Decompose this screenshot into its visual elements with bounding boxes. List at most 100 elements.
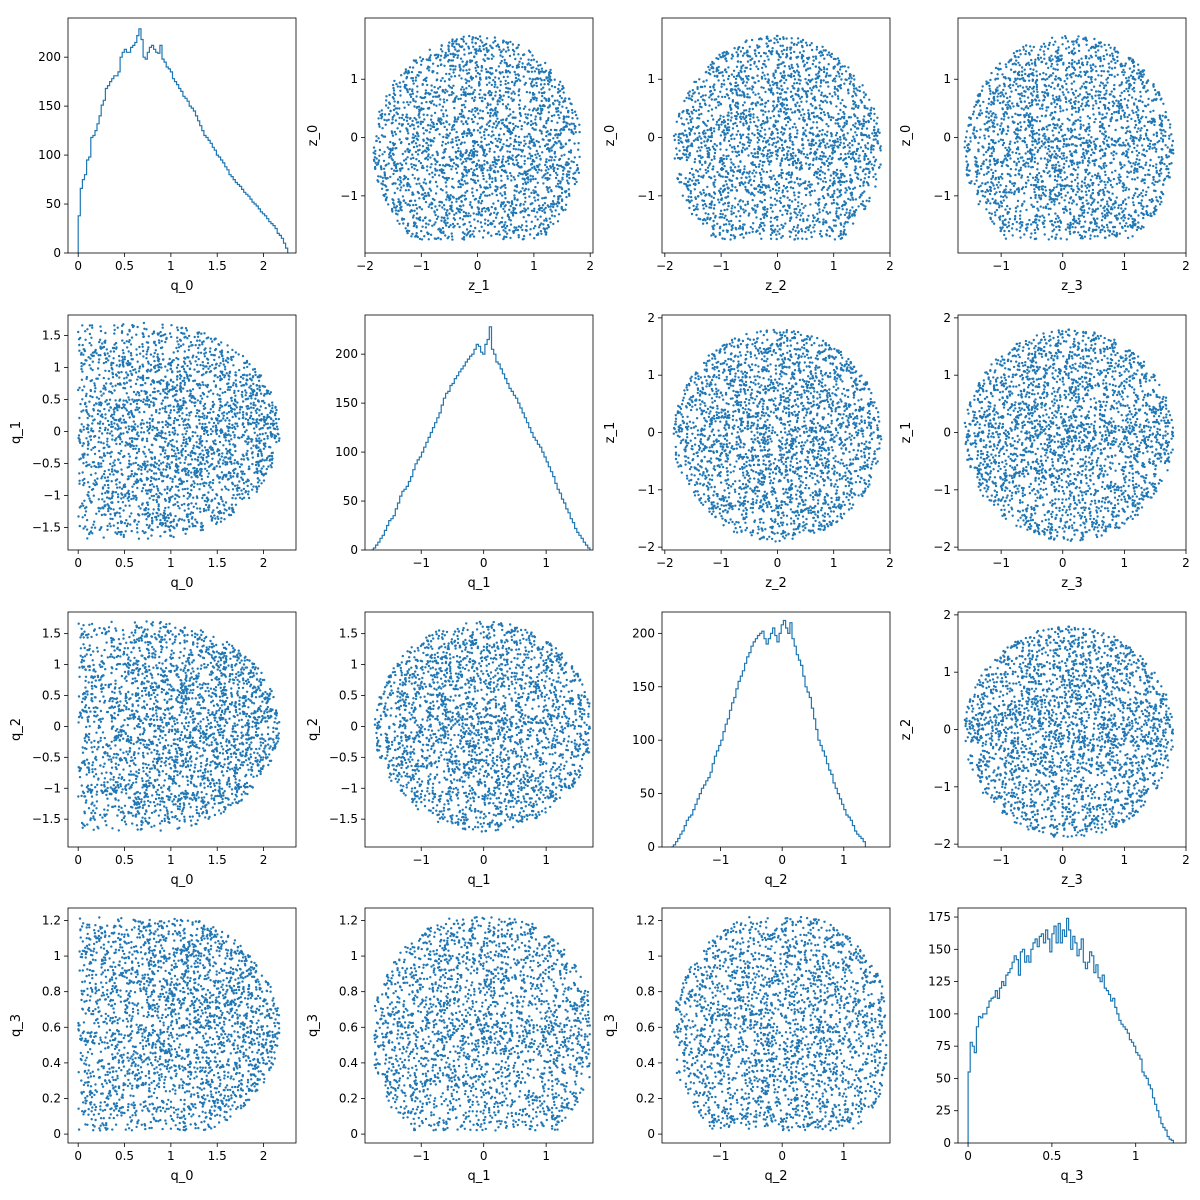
scatter-point — [446, 209, 449, 212]
scatter-point — [817, 201, 821, 204]
scatter-point — [446, 217, 449, 220]
scatter-point — [868, 98, 871, 102]
scatter-point — [496, 86, 499, 89]
scatter-point — [485, 76, 488, 79]
scatter-point — [524, 68, 527, 71]
scatter-point — [399, 94, 402, 97]
scatter-point — [738, 170, 742, 174]
scatter-point — [706, 170, 710, 173]
scatter-point — [693, 132, 696, 135]
scatter-point — [776, 224, 779, 228]
scatter-point — [866, 142, 870, 145]
scatter-point — [449, 68, 452, 71]
scatter-point — [412, 133, 415, 136]
scatter-point — [392, 92, 396, 95]
scatter-point — [534, 168, 538, 172]
scatter-point — [463, 168, 466, 171]
scatter-point — [862, 168, 865, 171]
scatter-point — [478, 184, 482, 187]
scatter-point — [455, 139, 458, 142]
scatter-point — [732, 69, 736, 73]
scatter-point — [815, 158, 818, 161]
scatter-point — [441, 77, 444, 80]
scatter-point — [523, 53, 526, 56]
scatter-point — [536, 233, 540, 236]
scatter-point — [515, 226, 518, 229]
scatter-point — [525, 220, 528, 223]
scatter-point — [760, 176, 763, 180]
scatter-point — [455, 197, 458, 201]
scatter-point — [526, 172, 529, 176]
scatter-point — [557, 213, 561, 216]
scatter-point — [381, 127, 384, 130]
scatter-point — [409, 101, 412, 104]
scatter-point — [711, 60, 714, 64]
scatter-point — [539, 230, 543, 233]
scatter-point — [400, 163, 404, 167]
scatter-point — [800, 230, 804, 233]
scatter-point — [724, 214, 727, 217]
scatter-point — [724, 57, 727, 60]
scatter-point — [480, 225, 483, 228]
scatter-point — [513, 207, 517, 210]
scatter-point — [823, 57, 826, 60]
scatter-point — [413, 177, 416, 180]
scatter-point — [700, 95, 703, 99]
scatter-point — [725, 53, 728, 56]
scatter-point — [399, 208, 402, 211]
scatter-point — [735, 74, 739, 78]
scatter-point — [485, 180, 488, 183]
scatter-point — [698, 132, 701, 135]
scatter-point — [778, 232, 781, 235]
scatter-point — [689, 190, 692, 193]
scatter-point — [387, 203, 390, 206]
scatter-point — [874, 132, 878, 135]
scatter-point — [553, 85, 557, 89]
scatter-point — [780, 50, 783, 53]
scatter-point — [751, 107, 754, 111]
scatter-point — [432, 95, 435, 99]
scatter-point — [416, 85, 419, 88]
scatter-point — [864, 152, 867, 156]
scatter-point — [729, 119, 732, 122]
scatter-point — [529, 168, 532, 171]
scatter-point — [744, 188, 747, 191]
scatter-point — [837, 97, 840, 100]
scatter-point — [480, 66, 484, 69]
scatter-point — [860, 194, 863, 197]
scatter-point — [545, 76, 548, 79]
scatter-point — [414, 142, 418, 145]
scatter-point — [531, 54, 534, 57]
scatter-point — [733, 145, 736, 148]
scatter-point — [734, 117, 738, 120]
scatter-point — [712, 207, 716, 210]
scatter-point — [818, 170, 822, 173]
scatter-point — [565, 175, 569, 178]
scatter-point — [756, 203, 759, 207]
scatter-point — [375, 139, 378, 143]
scatter-point — [474, 226, 477, 230]
scatter-point — [761, 119, 765, 123]
scatter-point — [448, 78, 451, 82]
scatter-point — [499, 62, 502, 65]
scatter-point — [734, 77, 738, 81]
scatter-point — [712, 118, 715, 121]
scatter-point — [770, 177, 773, 181]
scatter-point — [835, 207, 838, 210]
scatter-point — [568, 97, 571, 100]
scatter-point — [730, 161, 733, 164]
scatter-point — [533, 196, 536, 199]
scatter-point — [394, 206, 397, 209]
scatter-point — [533, 237, 536, 240]
scatter-point — [518, 99, 522, 102]
scatter-point — [694, 138, 697, 141]
scatter-point — [849, 116, 853, 119]
scatter-point — [462, 215, 466, 218]
scatter-point — [452, 52, 455, 55]
scatter-point — [554, 176, 558, 180]
scatter-point — [793, 78, 797, 81]
scatter-point — [465, 174, 468, 177]
scatter-point — [790, 37, 793, 40]
scatter-point — [758, 163, 761, 166]
scatter-point — [798, 208, 802, 212]
